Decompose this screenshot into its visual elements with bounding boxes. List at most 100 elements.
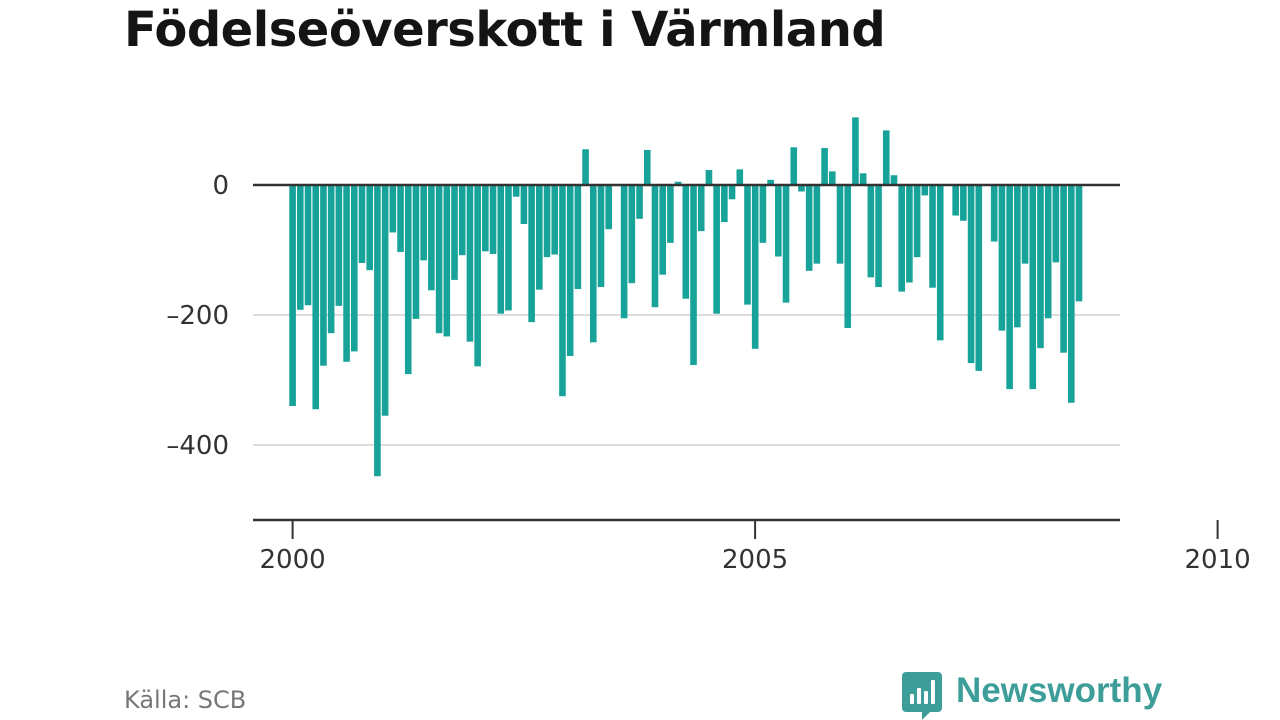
bars <box>289 117 1083 477</box>
bar <box>890 175 898 185</box>
bar <box>474 185 481 367</box>
bar <box>1060 185 1067 353</box>
bar <box>1068 185 1075 403</box>
bar <box>667 185 674 243</box>
bar <box>790 147 798 185</box>
bar <box>289 185 296 406</box>
bar <box>674 181 682 185</box>
bar <box>520 185 528 224</box>
bar <box>1014 185 1021 328</box>
y-tick-label: 0 <box>212 171 229 201</box>
bar <box>435 185 443 334</box>
bar <box>412 185 420 319</box>
bar <box>1006 185 1013 390</box>
bar <box>998 185 1006 331</box>
bar <box>952 185 959 216</box>
bar <box>782 185 790 303</box>
bar <box>651 185 659 308</box>
bar <box>389 185 397 233</box>
bar <box>528 185 535 323</box>
y-tick-label: –400 <box>166 431 229 461</box>
bar <box>574 185 582 289</box>
bar <box>705 170 713 185</box>
bar <box>852 117 859 185</box>
bar <box>466 185 474 342</box>
x-tick-label: 2000 <box>260 545 326 575</box>
bar <box>805 185 813 271</box>
bar <box>358 185 366 263</box>
bar <box>559 185 566 397</box>
bar <box>728 185 736 200</box>
bar <box>767 179 774 185</box>
bar <box>921 185 929 196</box>
bar <box>1029 185 1037 390</box>
bar <box>605 185 613 230</box>
bar <box>620 185 628 319</box>
bar <box>512 185 520 197</box>
bar <box>813 185 821 264</box>
bar <box>713 185 720 314</box>
bar <box>659 185 666 275</box>
bar <box>320 185 327 366</box>
bar <box>420 185 427 261</box>
chart-title: Födelseöverskott i Värmland <box>124 2 886 58</box>
bar <box>1075 185 1083 302</box>
bar <box>628 185 636 284</box>
bar <box>759 185 767 243</box>
bar-chart: 0–200–400 200020052010201520202025 <box>166 117 1251 575</box>
bar <box>536 185 543 290</box>
bar <box>929 185 936 288</box>
bar <box>975 185 983 371</box>
bar <box>690 185 697 366</box>
bar <box>736 169 744 185</box>
bar <box>497 185 505 314</box>
bar <box>913 185 921 258</box>
bar <box>428 185 435 291</box>
bar <box>643 149 651 185</box>
bar <box>898 185 905 292</box>
bar <box>875 185 882 288</box>
bar <box>482 185 489 252</box>
bar <box>350 185 358 352</box>
bar <box>551 185 559 255</box>
bar <box>936 185 944 341</box>
bar <box>829 171 836 185</box>
y-tick-label: –200 <box>166 301 229 331</box>
bar <box>636 185 643 219</box>
bar <box>505 185 512 311</box>
bar <box>1021 185 1029 264</box>
bar <box>844 185 852 328</box>
bar <box>882 130 890 185</box>
bar <box>990 185 998 242</box>
bar <box>1037 185 1044 349</box>
bar <box>867 185 875 278</box>
bar <box>543 185 551 258</box>
bar <box>906 185 913 283</box>
x-tick-labels: 200020052010201520202025 <box>260 545 1251 575</box>
bar <box>327 185 335 334</box>
bar <box>859 173 867 185</box>
x-tick-label: 2010 <box>1185 545 1251 575</box>
bar <box>443 185 451 337</box>
bar <box>836 185 844 264</box>
x-tick-label: 2005 <box>722 545 788 575</box>
y-tick-labels: 0 –200 –400 <box>166 171 229 461</box>
bar <box>775 185 782 257</box>
bar <box>967 185 975 364</box>
bar <box>312 185 320 410</box>
bar <box>589 185 597 343</box>
bar <box>697 185 705 232</box>
x-axis <box>253 518 1219 539</box>
bar <box>821 147 828 185</box>
bar <box>404 185 412 375</box>
bar <box>1052 185 1060 263</box>
brand-logo[interactable]: Newsworthy <box>902 671 1162 720</box>
bar <box>397 185 404 252</box>
bar <box>960 185 967 221</box>
bar <box>1044 185 1052 319</box>
bar <box>343 185 350 362</box>
bar <box>451 185 458 280</box>
bar <box>798 185 805 192</box>
bar <box>304 185 312 306</box>
bar <box>682 185 690 299</box>
